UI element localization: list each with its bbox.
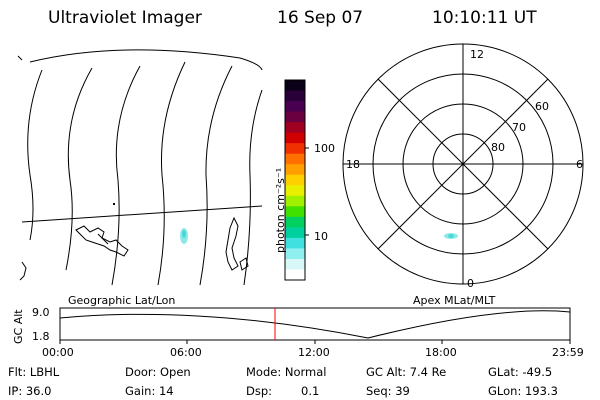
instrument-title: Ultraviolet Imager: [48, 8, 202, 28]
colorbar-segment: [285, 80, 305, 92]
mode-status: Mode: Normal: [246, 365, 327, 379]
colorbar-segment: [285, 248, 305, 260]
xtick-1800: 18:00: [425, 346, 457, 359]
glon-status: GLon: 193.3: [488, 384, 558, 398]
colorbar-segment: [285, 122, 305, 134]
colorbar-segment: [285, 195, 305, 207]
colorbar-segment: [285, 216, 305, 228]
mlt-label-12: 12: [470, 48, 484, 61]
altitude-ylabel: GC Alt: [12, 309, 25, 344]
colorbar-segment: [285, 101, 305, 113]
colorbar-segment: [285, 153, 305, 165]
dsp-label: Dsp:: [246, 384, 273, 398]
colorbar-segment: [285, 174, 305, 186]
mlt-label-0: 0: [467, 277, 474, 290]
colorbar-segment: [285, 90, 305, 102]
colorbar-segment: [285, 111, 305, 123]
seq-status: Seq: 39: [366, 384, 410, 398]
glat-status: GLat: -49.5: [488, 365, 553, 379]
colorbar-segment: [285, 143, 305, 155]
xtick-2359: 23:59: [552, 346, 584, 359]
colorbar-segment: [285, 132, 305, 144]
colorbar-tick-100: 100: [314, 142, 335, 155]
mlat-label-80: 80: [491, 141, 505, 154]
mlt-label-18: 18: [346, 158, 360, 171]
gain-status: Gain: 14: [125, 384, 174, 398]
filter-status: Flt: LBHL: [8, 365, 60, 379]
colorbar-tick-10: 10: [314, 230, 328, 243]
altitude-ytick-1-8: 1.8: [32, 330, 50, 343]
observation-time: 10:10:11 UT: [432, 8, 537, 28]
colorbar-segment: [285, 258, 305, 270]
altitude-ytick-9: 9.0: [32, 306, 50, 319]
colorbar-segment: [285, 164, 305, 176]
colorbar-frame: [284, 79, 306, 281]
xtick-0600: 06:00: [170, 346, 202, 359]
colorbar-segment: [285, 227, 305, 239]
colorbar-segment: [285, 185, 305, 197]
colorbar-segment: [285, 269, 305, 281]
observation-date: 16 Sep 07: [277, 8, 364, 28]
mlat-label-70: 70: [512, 121, 526, 134]
ip-status: IP: 36.0: [8, 384, 52, 398]
gc-alt-status: GC Alt: 7.4 Re: [366, 365, 447, 379]
colorbar-segment: [285, 237, 305, 249]
xtick-0000: 00:00: [42, 346, 74, 359]
colorbar: [284, 79, 309, 281]
map-left-label: Geographic Lat/Lon: [68, 294, 176, 307]
mlt-label-6: 6: [576, 158, 583, 171]
mlat-label-60: 60: [535, 100, 549, 113]
colorbar-segment: [285, 206, 305, 218]
door-status: Door: Open: [125, 365, 191, 379]
polar-label: Apex MLat/MLT: [413, 294, 496, 307]
dsp-value: 0.1: [301, 384, 320, 398]
xtick-1200: 12:00: [298, 346, 330, 359]
